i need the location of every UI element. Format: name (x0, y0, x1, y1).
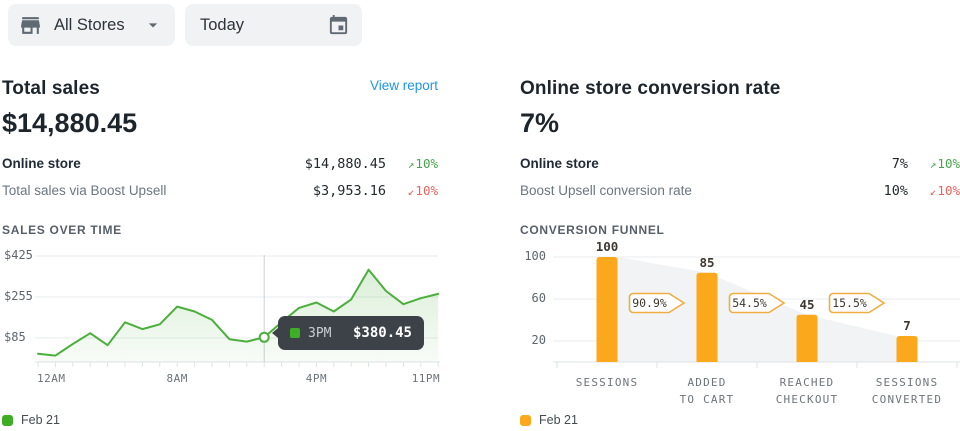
tooltip-series-swatch (290, 328, 300, 338)
conversion-rate-value: 7% (520, 108, 560, 138)
chart-tooltip: 3PM $380.45 (272, 316, 424, 350)
metric-label: Total sales via Boost Upsell (2, 183, 167, 198)
metric-change: ↗10% (929, 156, 960, 171)
funnel-bar[interactable] (596, 257, 618, 362)
metric-value: $14,880.45 (304, 155, 386, 172)
metric-value: $3,953.16 (312, 182, 386, 199)
funnel-bar[interactable] (896, 336, 918, 362)
metric-row-online-store: Online store $14,880.45 ↗10% (2, 150, 438, 177)
total-sales-card: Total sales View report $14,880.45 Onlin… (2, 70, 441, 427)
sales-metric-rows: Online store $14,880.45 ↗10% Total sales… (2, 150, 438, 204)
funnel-category-label: SESSIONS (575, 376, 639, 389)
sales-legend: Feb 21 (2, 413, 438, 427)
bar-value-label: 85 (699, 254, 715, 270)
svg-text:90.9%: 90.9% (632, 296, 667, 310)
hover-marker (258, 331, 270, 343)
funnel-legend: Feb 21 (520, 413, 960, 427)
tooltip-value: $380.45 (352, 325, 412, 341)
x-tick-label: 12AM (37, 372, 66, 385)
y-tick-label: 100 (524, 249, 546, 263)
sales-over-time-chart[interactable]: $425 $255 $85 12AM 8AM 4PM 11PM 3PM $380.45 (2, 248, 441, 410)
date-selector-button[interactable]: Today (185, 4, 362, 46)
svg-text:54.5%: 54.5% (732, 296, 767, 310)
bar-value-label: 7 (903, 318, 911, 333)
store-icon (18, 13, 43, 38)
date-selector-label: Today (200, 15, 245, 34)
trend-down-icon: ↙ (407, 185, 415, 198)
sales-line-plot (35, 255, 440, 367)
filter-bar: All Stores Today (8, 4, 362, 46)
legend-label: Feb 21 (539, 413, 578, 427)
trend-up-icon: ↗ (407, 158, 415, 171)
metric-row-online-store: Online store 7% ↗10% (520, 150, 960, 177)
conversion-rate-card: Online store conversion rate 7% Online s… (520, 70, 960, 427)
metric-label: Online store (2, 156, 81, 171)
funnel-bar[interactable] (696, 272, 718, 362)
metric-label: Online store (520, 156, 599, 171)
metric-label: Boost Upsell conversion rate (520, 183, 692, 198)
trend-down-icon: ↙ (929, 185, 937, 198)
y-tick-label: $255 (4, 289, 33, 303)
metric-change: ↙10% (929, 183, 960, 198)
metric-change: ↗10% (407, 156, 438, 171)
total-sales-value: $14,880.45 (2, 108, 138, 138)
y-tick-label: 20 (531, 333, 546, 347)
series-line (37, 268, 440, 357)
conversion-funnel-chart[interactable]: 100 60 20 SESSIONS ADDED TO CART REACHED CHECK… (520, 239, 960, 410)
calendar-icon (327, 14, 350, 37)
funnel-category-label: SESSIONS CONVERTED (871, 376, 943, 406)
y-tick-label: $85 (4, 330, 26, 344)
funnel-bar[interactable] (796, 314, 818, 362)
tooltip-time: 3PM (308, 325, 332, 341)
chevron-down-icon (143, 15, 163, 35)
metric-change: ↙10% (407, 183, 438, 198)
conversion-metric-rows: Online store 7% ↗10% Boost Upsell conver… (520, 150, 960, 204)
trend-up-icon: ↗ (929, 158, 937, 171)
metric-value: 7% (891, 155, 908, 172)
metric-value: 10% (883, 182, 908, 199)
legend-swatch-green (2, 414, 13, 426)
total-sales-title: Total sales (2, 78, 100, 99)
legend-swatch-orange (520, 414, 531, 426)
store-selector-button[interactable]: All Stores (8, 4, 175, 46)
bar-value-label: 45 (799, 296, 815, 312)
y-tick-label: 60 (531, 291, 546, 305)
svg-text:15.5%: 15.5% (832, 296, 867, 310)
metric-row-boost-upsell: Boost Upsell conversion rate 10% ↙10% (520, 177, 960, 204)
conversion-funnel-heading: CONVERSION FUNNEL (520, 223, 665, 237)
conversion-rate-title: Online store conversion rate (520, 78, 781, 99)
store-selector-label: All Stores (54, 15, 125, 34)
sales-over-time-heading: SALES OVER TIME (2, 223, 122, 237)
drop-rate-badge: 90.9% (628, 292, 686, 314)
drop-rate-badge: 15.5% (828, 292, 886, 314)
legend-label: Feb 21 (21, 413, 60, 427)
x-tick-label: 11PM (411, 372, 441, 385)
x-tick-label: 4PM (305, 372, 328, 385)
view-report-link[interactable]: View report (369, 78, 438, 93)
metric-row-boost-upsell: Total sales via Boost Upsell $3,953.16 ↙… (2, 177, 438, 204)
x-tick-label: 8AM (166, 372, 188, 385)
y-tick-label: $425 (4, 248, 33, 262)
funnel-category-label: REACHED CHECKOUT (775, 376, 839, 406)
funnel-category-label: ADDED TO CART (679, 376, 735, 406)
bar-value-label: 100 (595, 239, 619, 254)
drop-rate-badge: 54.5% (728, 292, 786, 314)
